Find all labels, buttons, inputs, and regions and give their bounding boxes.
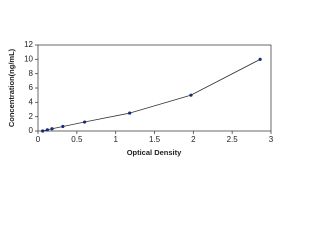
y-tick-label: 10 bbox=[24, 54, 33, 63]
y-tick-label: 8 bbox=[29, 69, 34, 78]
data-point bbox=[45, 128, 49, 132]
fit-line bbox=[42, 58, 261, 132]
x-tick-label: 2 bbox=[191, 135, 196, 144]
data-point bbox=[128, 111, 132, 115]
data-point bbox=[189, 93, 193, 97]
y-tick-label: 0 bbox=[29, 126, 34, 135]
data-point bbox=[258, 57, 262, 61]
x-tick-label: 2.5 bbox=[227, 135, 239, 144]
x-tick-label: 1.5 bbox=[149, 135, 161, 144]
x-tick-label: 0 bbox=[36, 135, 41, 144]
plot-frame bbox=[37, 44, 272, 132]
y-axis-title: Concentration(ng/mL) bbox=[7, 48, 16, 127]
y-tick-label: 2 bbox=[29, 112, 34, 121]
x-tick-label: 3 bbox=[269, 135, 274, 144]
y-tick-label: 6 bbox=[29, 83, 34, 92]
x-tick-label: 0.5 bbox=[71, 135, 83, 144]
y-tick-label: 12 bbox=[24, 40, 33, 49]
data-point bbox=[50, 127, 54, 131]
data-point bbox=[41, 129, 45, 133]
y-tick-label: 4 bbox=[29, 97, 34, 106]
data-point bbox=[61, 124, 65, 129]
x-axis-title: Optical Density bbox=[127, 148, 182, 157]
data-point bbox=[83, 120, 87, 124]
chart: Optical Density Concentration(ng/mL) 0 2 4… bbox=[7, 40, 274, 157]
x-tick-label: 1 bbox=[113, 135, 118, 144]
